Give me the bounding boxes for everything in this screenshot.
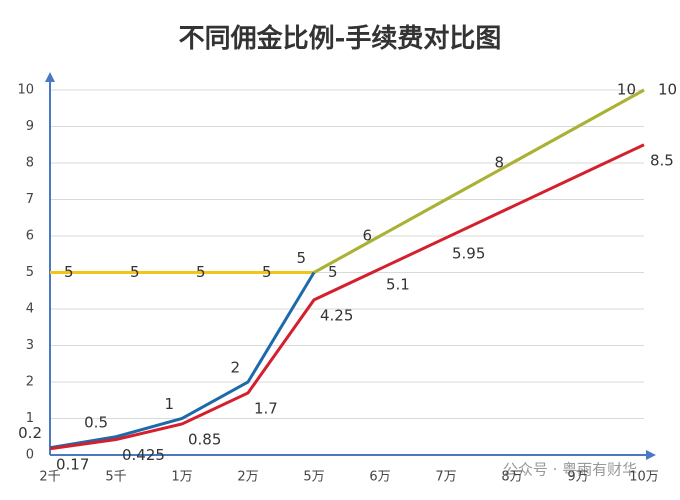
y-tick-label: 10	[17, 83, 34, 98]
data-label: 4.25	[320, 306, 353, 324]
y-tick-label: 9	[26, 119, 34, 134]
x-tick-label: 2万	[237, 470, 258, 485]
series-line	[49, 143, 645, 451]
y-tick-label: 7	[26, 192, 34, 207]
data-label: 2	[230, 359, 240, 377]
data-label: 5.95	[452, 244, 485, 262]
data-label: 0.85	[188, 430, 221, 448]
data-label: 5	[130, 263, 140, 281]
data-label: 5	[262, 263, 272, 281]
x-tick-label: 9万	[567, 470, 588, 485]
y-axis-arrow	[45, 72, 55, 82]
y-tick-label: 8	[26, 156, 34, 171]
x-tick-label: 5千	[105, 470, 126, 485]
data-label: 10	[617, 81, 636, 99]
y-tick-label: 1	[26, 411, 34, 426]
chart-title: 不同佣金比例-手续费对比图	[179, 23, 502, 54]
y-tick-label: 2	[26, 375, 34, 390]
series-line	[49, 271, 316, 450]
series-line	[50, 88, 645, 274]
data-label: 8.5	[650, 151, 674, 169]
data-label: 5	[296, 249, 306, 267]
data-label: 0.5	[84, 413, 108, 431]
y-tick-label: 0	[26, 448, 34, 463]
series-line	[313, 88, 645, 274]
y-tick-label: 5	[26, 265, 34, 280]
data-label: 5	[64, 263, 74, 281]
y-tick-label: 3	[26, 338, 34, 353]
data-label: 5	[328, 263, 338, 281]
x-tick-label: 7万	[435, 470, 456, 485]
x-tick-label: 1万	[171, 470, 192, 485]
x-tick-label: 6万	[369, 470, 390, 485]
y-tick-label: 4	[26, 302, 34, 317]
data-label: 0.2	[18, 424, 42, 442]
x-tick-label: 2千	[39, 470, 60, 485]
data-label: 0.17	[56, 455, 89, 473]
x-tick-label: 10万	[629, 470, 659, 485]
x-axis-arrow	[646, 450, 656, 460]
data-label: 0.425	[122, 446, 165, 464]
data-label: 6	[362, 227, 372, 245]
data-label: 8	[494, 154, 504, 172]
data-label: 1	[164, 395, 174, 413]
watermark: 公众号 · 粤雨有财华	[503, 461, 637, 479]
data-label: 5.1	[386, 275, 410, 293]
data-label: 5	[196, 263, 206, 281]
y-tick-label: 6	[26, 229, 34, 244]
x-tick-label: 5万	[303, 470, 324, 485]
x-tick-label: 8万	[501, 470, 522, 485]
data-label: 1.7	[254, 399, 278, 417]
data-label: 10	[658, 81, 677, 99]
